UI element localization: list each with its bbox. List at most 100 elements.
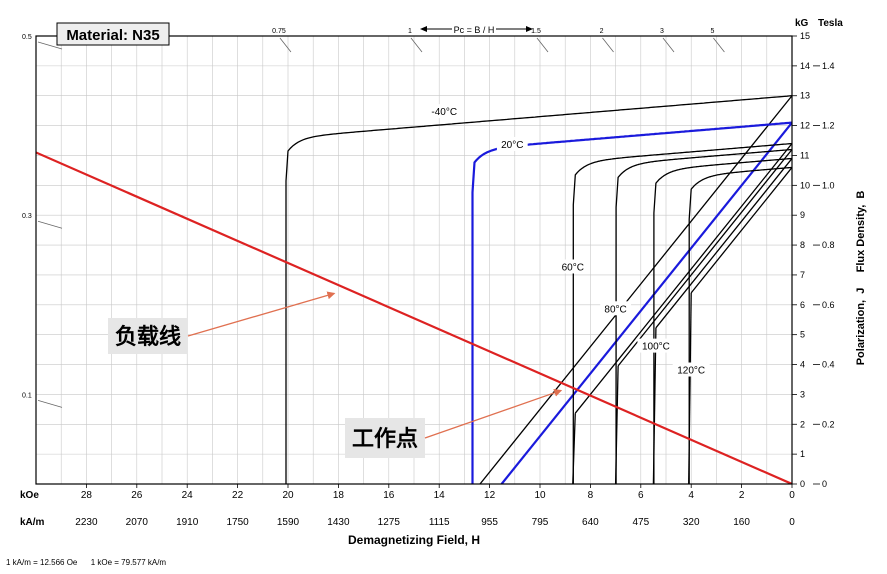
y-tick-tesla: 0.4 bbox=[822, 360, 835, 370]
curve-label-bg bbox=[496, 137, 528, 152]
pc-tick-label: 2 bbox=[600, 28, 604, 35]
j-curve bbox=[572, 142, 792, 484]
pc-tick-line bbox=[602, 37, 614, 53]
y-tick-kg: 7 bbox=[800, 270, 805, 280]
x-tick-koe: 2 bbox=[739, 490, 745, 501]
pc-arrowhead-left bbox=[420, 26, 427, 32]
load-line bbox=[36, 151, 792, 484]
b-curve-knee bbox=[572, 413, 576, 484]
x-tick-kam: 160 bbox=[733, 517, 750, 528]
y-tick-tesla: 1.4 bbox=[822, 61, 835, 71]
x-tick-kam: 1115 bbox=[429, 517, 450, 528]
x-tick-koe: 20 bbox=[282, 490, 294, 501]
x-tick-koe: 24 bbox=[182, 490, 194, 501]
x-tick-koe: 28 bbox=[81, 490, 93, 501]
x-tick-kam: 640 bbox=[582, 517, 599, 528]
y-tick-kg: 5 bbox=[800, 330, 805, 340]
curve-label: 120°C bbox=[677, 366, 705, 377]
j-curve bbox=[615, 148, 792, 484]
annotation-text: 负载线 bbox=[115, 324, 181, 350]
x-tick-kam: 1910 bbox=[176, 517, 199, 528]
pc-tick-line bbox=[279, 37, 292, 53]
curve-label: 80°C bbox=[604, 304, 626, 315]
x-tick-kam: 2070 bbox=[126, 517, 149, 528]
y-tick-kg: 10 bbox=[800, 180, 810, 190]
x-tick-koe: 12 bbox=[484, 490, 496, 501]
b-curve bbox=[479, 95, 792, 484]
x-tick-koe: 0 bbox=[789, 490, 795, 501]
x-tick-koe: 16 bbox=[383, 490, 395, 501]
x-tick-koe: 14 bbox=[434, 490, 446, 501]
b-curve bbox=[655, 158, 792, 329]
y-tick-kg: 12 bbox=[800, 121, 810, 131]
pc-tick-line bbox=[37, 41, 63, 50]
annotation-box bbox=[345, 418, 425, 458]
y-tick-kg: 1 bbox=[800, 449, 805, 459]
pc-tick-label: 0.3 bbox=[22, 213, 32, 220]
b-curve-knee bbox=[688, 292, 692, 484]
x-tick-koe: 26 bbox=[131, 490, 143, 501]
y-tick-kg: 2 bbox=[800, 419, 805, 429]
plot-frame bbox=[35, 35, 793, 485]
j-curve bbox=[471, 121, 792, 484]
curve-label-bg bbox=[672, 362, 710, 377]
curves bbox=[36, 95, 792, 484]
y-tick-kg: 11 bbox=[800, 150, 809, 160]
title-box bbox=[56, 22, 170, 46]
b-curve bbox=[617, 149, 792, 367]
x-tick-koe: 6 bbox=[638, 490, 644, 501]
grid bbox=[35, 35, 793, 485]
pc-tick-line bbox=[37, 400, 63, 408]
y-tick-tesla: 0.8 bbox=[822, 240, 835, 250]
x-unit-kam: kA/m bbox=[20, 517, 45, 528]
b-curve bbox=[500, 121, 792, 484]
pc-tick-label: 0.5 bbox=[22, 34, 32, 41]
x-tick-kam: 955 bbox=[481, 517, 498, 528]
pc-label: Pc = B / H bbox=[454, 25, 495, 35]
y-tick-kg: 15 bbox=[800, 31, 810, 41]
y-tick-kg: 6 bbox=[800, 300, 805, 310]
x-tick-kam: 475 bbox=[632, 517, 649, 528]
x-tick-koe: 10 bbox=[534, 490, 546, 501]
x-tick-kam: 0 bbox=[789, 517, 795, 528]
j-curve bbox=[688, 166, 792, 484]
x-axis-label: Demagnetizing Field, H bbox=[348, 533, 480, 547]
x-tick-koe: 22 bbox=[232, 490, 244, 501]
pc-arrowhead-right bbox=[526, 26, 533, 32]
x-tick-kam: 2230 bbox=[75, 517, 98, 528]
pc-tick-line bbox=[713, 37, 725, 53]
pc-tick-label: 1 bbox=[408, 28, 412, 35]
x-tick-kam: 1430 bbox=[327, 517, 350, 528]
x-tick-kam: 795 bbox=[532, 517, 549, 528]
annotation-box bbox=[108, 318, 188, 354]
y-unit-kg: kG bbox=[795, 18, 809, 29]
y-tick-tesla: 1.0 bbox=[822, 180, 835, 190]
x-tick-koe: 8 bbox=[588, 490, 594, 501]
pc-tick-line bbox=[536, 37, 549, 53]
y-tick-kg: 3 bbox=[800, 389, 805, 399]
y-tick-kg: 0 bbox=[800, 479, 805, 489]
annotation-arrow bbox=[187, 291, 336, 337]
b-curve bbox=[690, 167, 792, 294]
curve-label: 60°C bbox=[562, 262, 584, 273]
y-tick-tesla: 0 bbox=[822, 479, 827, 489]
pc-tick-label: 3 bbox=[660, 28, 664, 35]
x-tick-kam: 1275 bbox=[378, 517, 401, 528]
annotation-text: 工作点 bbox=[352, 426, 418, 452]
footnote: 1 kA/m = 12.566 Oe 1 kOe = 79.577 kA/m bbox=[6, 558, 166, 567]
y-tick-tesla: 0.6 bbox=[822, 300, 835, 310]
x-tick-kam: 1590 bbox=[277, 517, 300, 528]
y-tick-tesla: 0.2 bbox=[822, 419, 835, 429]
pc-tick-label: 1.5 bbox=[531, 28, 541, 35]
x-unit-koe: kOe bbox=[20, 490, 39, 501]
pc-tick-label: 0.1 bbox=[22, 392, 32, 399]
curve-label: 100°C bbox=[642, 342, 670, 353]
pc-tick-line bbox=[37, 220, 63, 229]
y-tick-tesla: 1.2 bbox=[822, 121, 835, 131]
pc-lines: 0.5 0.3 0.1 0.75 1 1.5 2 3 5 bbox=[22, 28, 725, 408]
pc-tick-label: 5 bbox=[710, 28, 714, 35]
y-tick-kg: 13 bbox=[800, 91, 810, 101]
j-curve bbox=[285, 95, 792, 484]
